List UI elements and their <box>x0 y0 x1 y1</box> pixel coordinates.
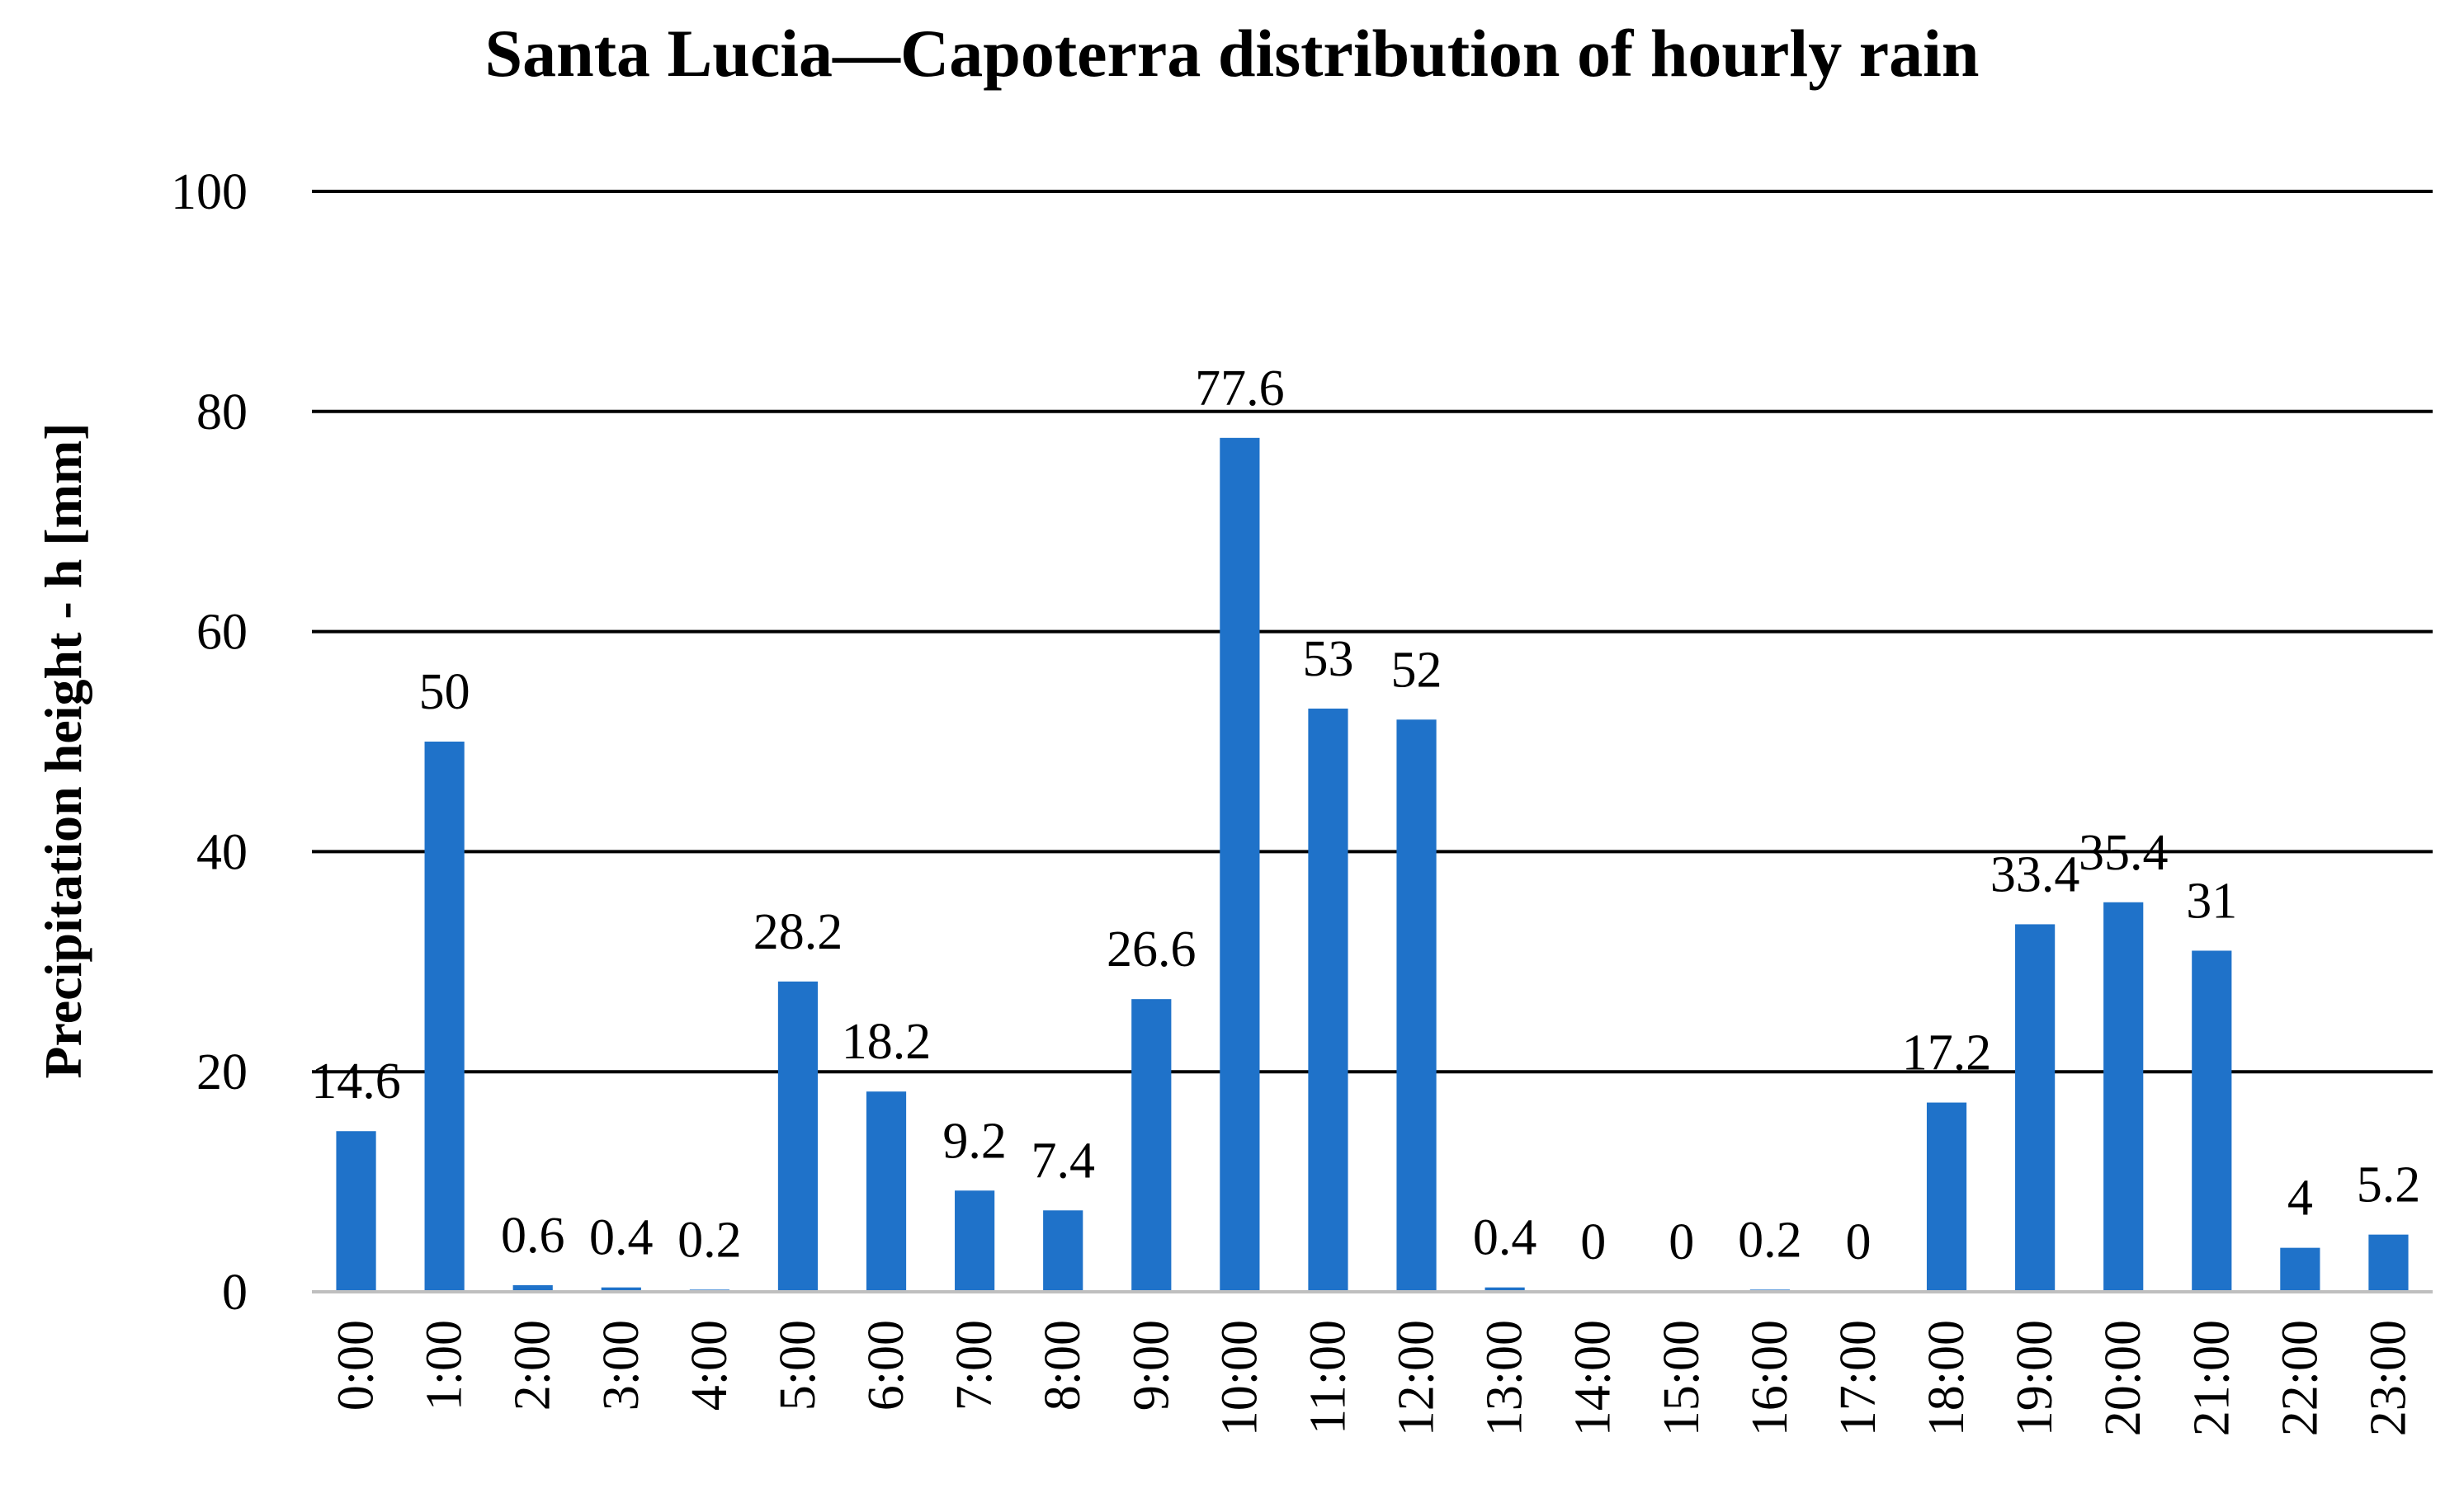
bar-13-00 <box>1485 1287 1525 1292</box>
x-tick-label: 10:00 <box>1211 1320 1267 1436</box>
x-tick-label: 14:00 <box>1565 1320 1621 1436</box>
y-tick-label: 60 <box>196 605 248 661</box>
data-label: 7.4 <box>1031 1133 1095 1189</box>
x-tick-label: 17:00 <box>1830 1320 1886 1436</box>
x-tick-label: 5:00 <box>770 1320 826 1411</box>
data-label: 18.2 <box>842 1014 932 1070</box>
data-label: 28.2 <box>753 904 843 960</box>
data-label: 77.6 <box>1195 360 1285 417</box>
bar-21-00 <box>2192 950 2232 1292</box>
data-label: 33.4 <box>1990 846 2080 902</box>
data-label: 14.6 <box>311 1053 401 1110</box>
x-tick-label: 22:00 <box>2272 1320 2328 1436</box>
x-tick-label: 20:00 <box>2095 1320 2151 1436</box>
data-label: 0.2 <box>1738 1212 1802 1268</box>
x-tick-label: 13:00 <box>1477 1320 1533 1436</box>
y-axis-title: Precipitation height - h [mm] <box>34 422 92 1078</box>
gridlines <box>312 190 2433 1074</box>
x-axis-ticks: 0:00 1:00 2:00 3:00 4:00 5:00 6:00 7:00 8:00 9:00… <box>328 1320 2417 1436</box>
data-label: 5.2 <box>2357 1157 2421 1213</box>
bar-0-00 <box>336 1131 376 1292</box>
x-tick-label: 23:00 <box>2360 1320 2416 1436</box>
x-tick-label: 19:00 <box>2007 1320 2063 1436</box>
x-tick-label: 0:00 <box>328 1320 385 1411</box>
bar-11-00 <box>1308 708 1348 1292</box>
bar-2-00 <box>512 1284 553 1292</box>
x-tick-label: 6:00 <box>858 1320 914 1411</box>
x-tick-label: 21:00 <box>2183 1320 2240 1436</box>
data-label: 26.6 <box>1107 921 1197 978</box>
data-label: 9.2 <box>942 1113 1007 1169</box>
data-label: 0.4 <box>1473 1210 1537 1266</box>
data-label: 17.2 <box>1902 1025 1992 1081</box>
data-labels: 14.6 50 0.6 0.4 0.2 28.2 18.29.2 7.4 26.6 77.6 53 5… <box>311 360 2420 1270</box>
bar-19-00 <box>2015 924 2056 1292</box>
y-tick-label: 20 <box>196 1044 248 1100</box>
data-label: 31 <box>2186 873 2237 929</box>
bar-12-00 <box>1396 719 1437 1292</box>
y-tick-label: 0 <box>222 1265 248 1321</box>
bar-20-00 <box>2103 902 2144 1292</box>
x-tick-label: 9:00 <box>1123 1320 1179 1411</box>
y-tick-label: 80 <box>196 384 248 441</box>
x-tick-label: 12:00 <box>1389 1320 1445 1436</box>
data-label: 0.4 <box>589 1210 654 1266</box>
x-tick-label: 18:00 <box>1919 1320 1975 1436</box>
bars <box>336 437 2409 1293</box>
bar-8-00 <box>1043 1210 1083 1292</box>
x-tick-label: 1:00 <box>417 1320 473 1411</box>
bar-6-00 <box>866 1091 907 1292</box>
x-tick-label: 8:00 <box>1035 1320 1091 1411</box>
x-tick-label: 15:00 <box>1654 1320 1710 1436</box>
data-label: 53 <box>1302 631 1353 687</box>
bar-18-00 <box>1926 1102 1967 1292</box>
x-tick-label: 4:00 <box>682 1320 738 1411</box>
bar-1-00 <box>424 742 465 1292</box>
x-tick-label: 7:00 <box>946 1320 1003 1411</box>
data-label: 35.4 <box>2079 825 2169 881</box>
y-tick-label: 100 <box>171 164 248 220</box>
y-tick-label: 40 <box>196 824 248 880</box>
x-tick-label: 3:00 <box>593 1320 649 1411</box>
bar-5-00 <box>777 981 819 1292</box>
data-label: 0 <box>1669 1214 1694 1270</box>
chart-title: Santa Lucia—Capoterra distribution of ho… <box>485 16 1980 91</box>
data-label: 0.2 <box>677 1212 742 1268</box>
x-tick-label: 2:00 <box>505 1320 561 1411</box>
bar-7-00 <box>955 1190 995 1292</box>
bar-3-00 <box>601 1287 641 1292</box>
y-axis-ticks: 0 20 40 60 80 100 <box>171 164 248 1321</box>
data-label: 0 <box>1580 1214 1606 1270</box>
bar-23-00 <box>2368 1234 2409 1292</box>
x-tick-label: 11:00 <box>1300 1320 1356 1435</box>
data-label: 4 <box>2287 1171 2313 1227</box>
data-label: 0 <box>1845 1214 1871 1270</box>
data-label: 52 <box>1391 642 1442 698</box>
bar-22-00 <box>2280 1247 2320 1292</box>
bar-10-00 <box>1220 437 1260 1293</box>
bar-9-00 <box>1131 999 1172 1292</box>
x-tick-label: 16:00 <box>1742 1320 1798 1436</box>
data-label: 50 <box>419 664 470 720</box>
data-label: 0.6 <box>501 1208 565 1264</box>
